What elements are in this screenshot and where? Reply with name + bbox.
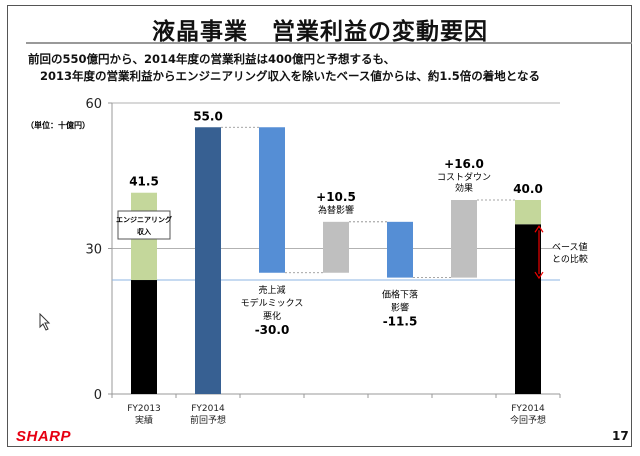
title-divider bbox=[26, 42, 632, 44]
engineering-callout-text: 収入 bbox=[137, 227, 151, 236]
data-label: -30.0 bbox=[255, 323, 290, 337]
y-tick-label: 60 bbox=[85, 97, 102, 112]
arrow-head-down-icon bbox=[534, 271, 544, 280]
bar-description: 悪化 bbox=[263, 310, 281, 322]
sharp-logo: SHARP bbox=[16, 428, 72, 445]
x-category-label: 前回予想 bbox=[190, 414, 226, 426]
page-number: 17 bbox=[612, 429, 629, 443]
slide-frame bbox=[7, 5, 632, 447]
data-label: +16.0 bbox=[444, 157, 484, 171]
base-comparison-label: との比較 bbox=[552, 253, 588, 265]
x-category-label: 今回予想 bbox=[510, 414, 546, 426]
bar-segment bbox=[515, 224, 541, 394]
bar-segment bbox=[323, 221, 349, 273]
bar-description: モデルミックス bbox=[241, 297, 304, 309]
bar-description: 売上減 bbox=[258, 284, 285, 296]
data-label: -11.5 bbox=[383, 315, 418, 329]
bar-segment bbox=[515, 200, 541, 225]
subtitle-line-1: 前回の550億円から、2014年度の営業利益は400億円と予想するも、 bbox=[28, 52, 396, 66]
subtitle-line-2: 2013年度の営業利益からエンジニアリング収入を除いたベース値からは、約1.5倍… bbox=[40, 69, 540, 83]
bar-description: コストダウン bbox=[437, 171, 491, 183]
bar-segment bbox=[451, 200, 477, 278]
bar-segment bbox=[195, 127, 221, 394]
x-category-label: FY2014 bbox=[511, 404, 545, 414]
x-category-label: FY2013 bbox=[127, 404, 161, 414]
bar-segment bbox=[387, 221, 413, 278]
unit-label: （単位：十億円） bbox=[26, 120, 90, 130]
y-tick-label: 30 bbox=[85, 243, 102, 258]
bar-segment bbox=[259, 127, 285, 273]
data-label: +10.5 bbox=[316, 190, 356, 204]
arrow-head-up-icon bbox=[534, 225, 544, 233]
x-category-label: 実績 bbox=[135, 414, 153, 426]
base-comparison-label: ベース値 bbox=[552, 241, 588, 253]
mouse-cursor-icon bbox=[39, 313, 51, 331]
x-category-label: FY2014 bbox=[191, 404, 225, 414]
engineering-callout-text: エンジニアリング bbox=[116, 215, 172, 224]
data-label: 55.0 bbox=[193, 109, 223, 123]
data-label: 40.0 bbox=[513, 182, 543, 196]
y-tick-label: 0 bbox=[94, 388, 102, 403]
bar-description: 影響 bbox=[391, 302, 409, 314]
bar-description: 効果 bbox=[455, 182, 473, 194]
bar-segment bbox=[131, 280, 157, 394]
slide-title: 液晶事業 営業利益の変動要因 bbox=[152, 19, 488, 45]
bar-description: 為替影響 bbox=[318, 204, 354, 216]
engineering-callout-box bbox=[117, 210, 171, 240]
data-label: 41.5 bbox=[129, 175, 159, 189]
bar-description: 価格下落 bbox=[382, 289, 418, 301]
